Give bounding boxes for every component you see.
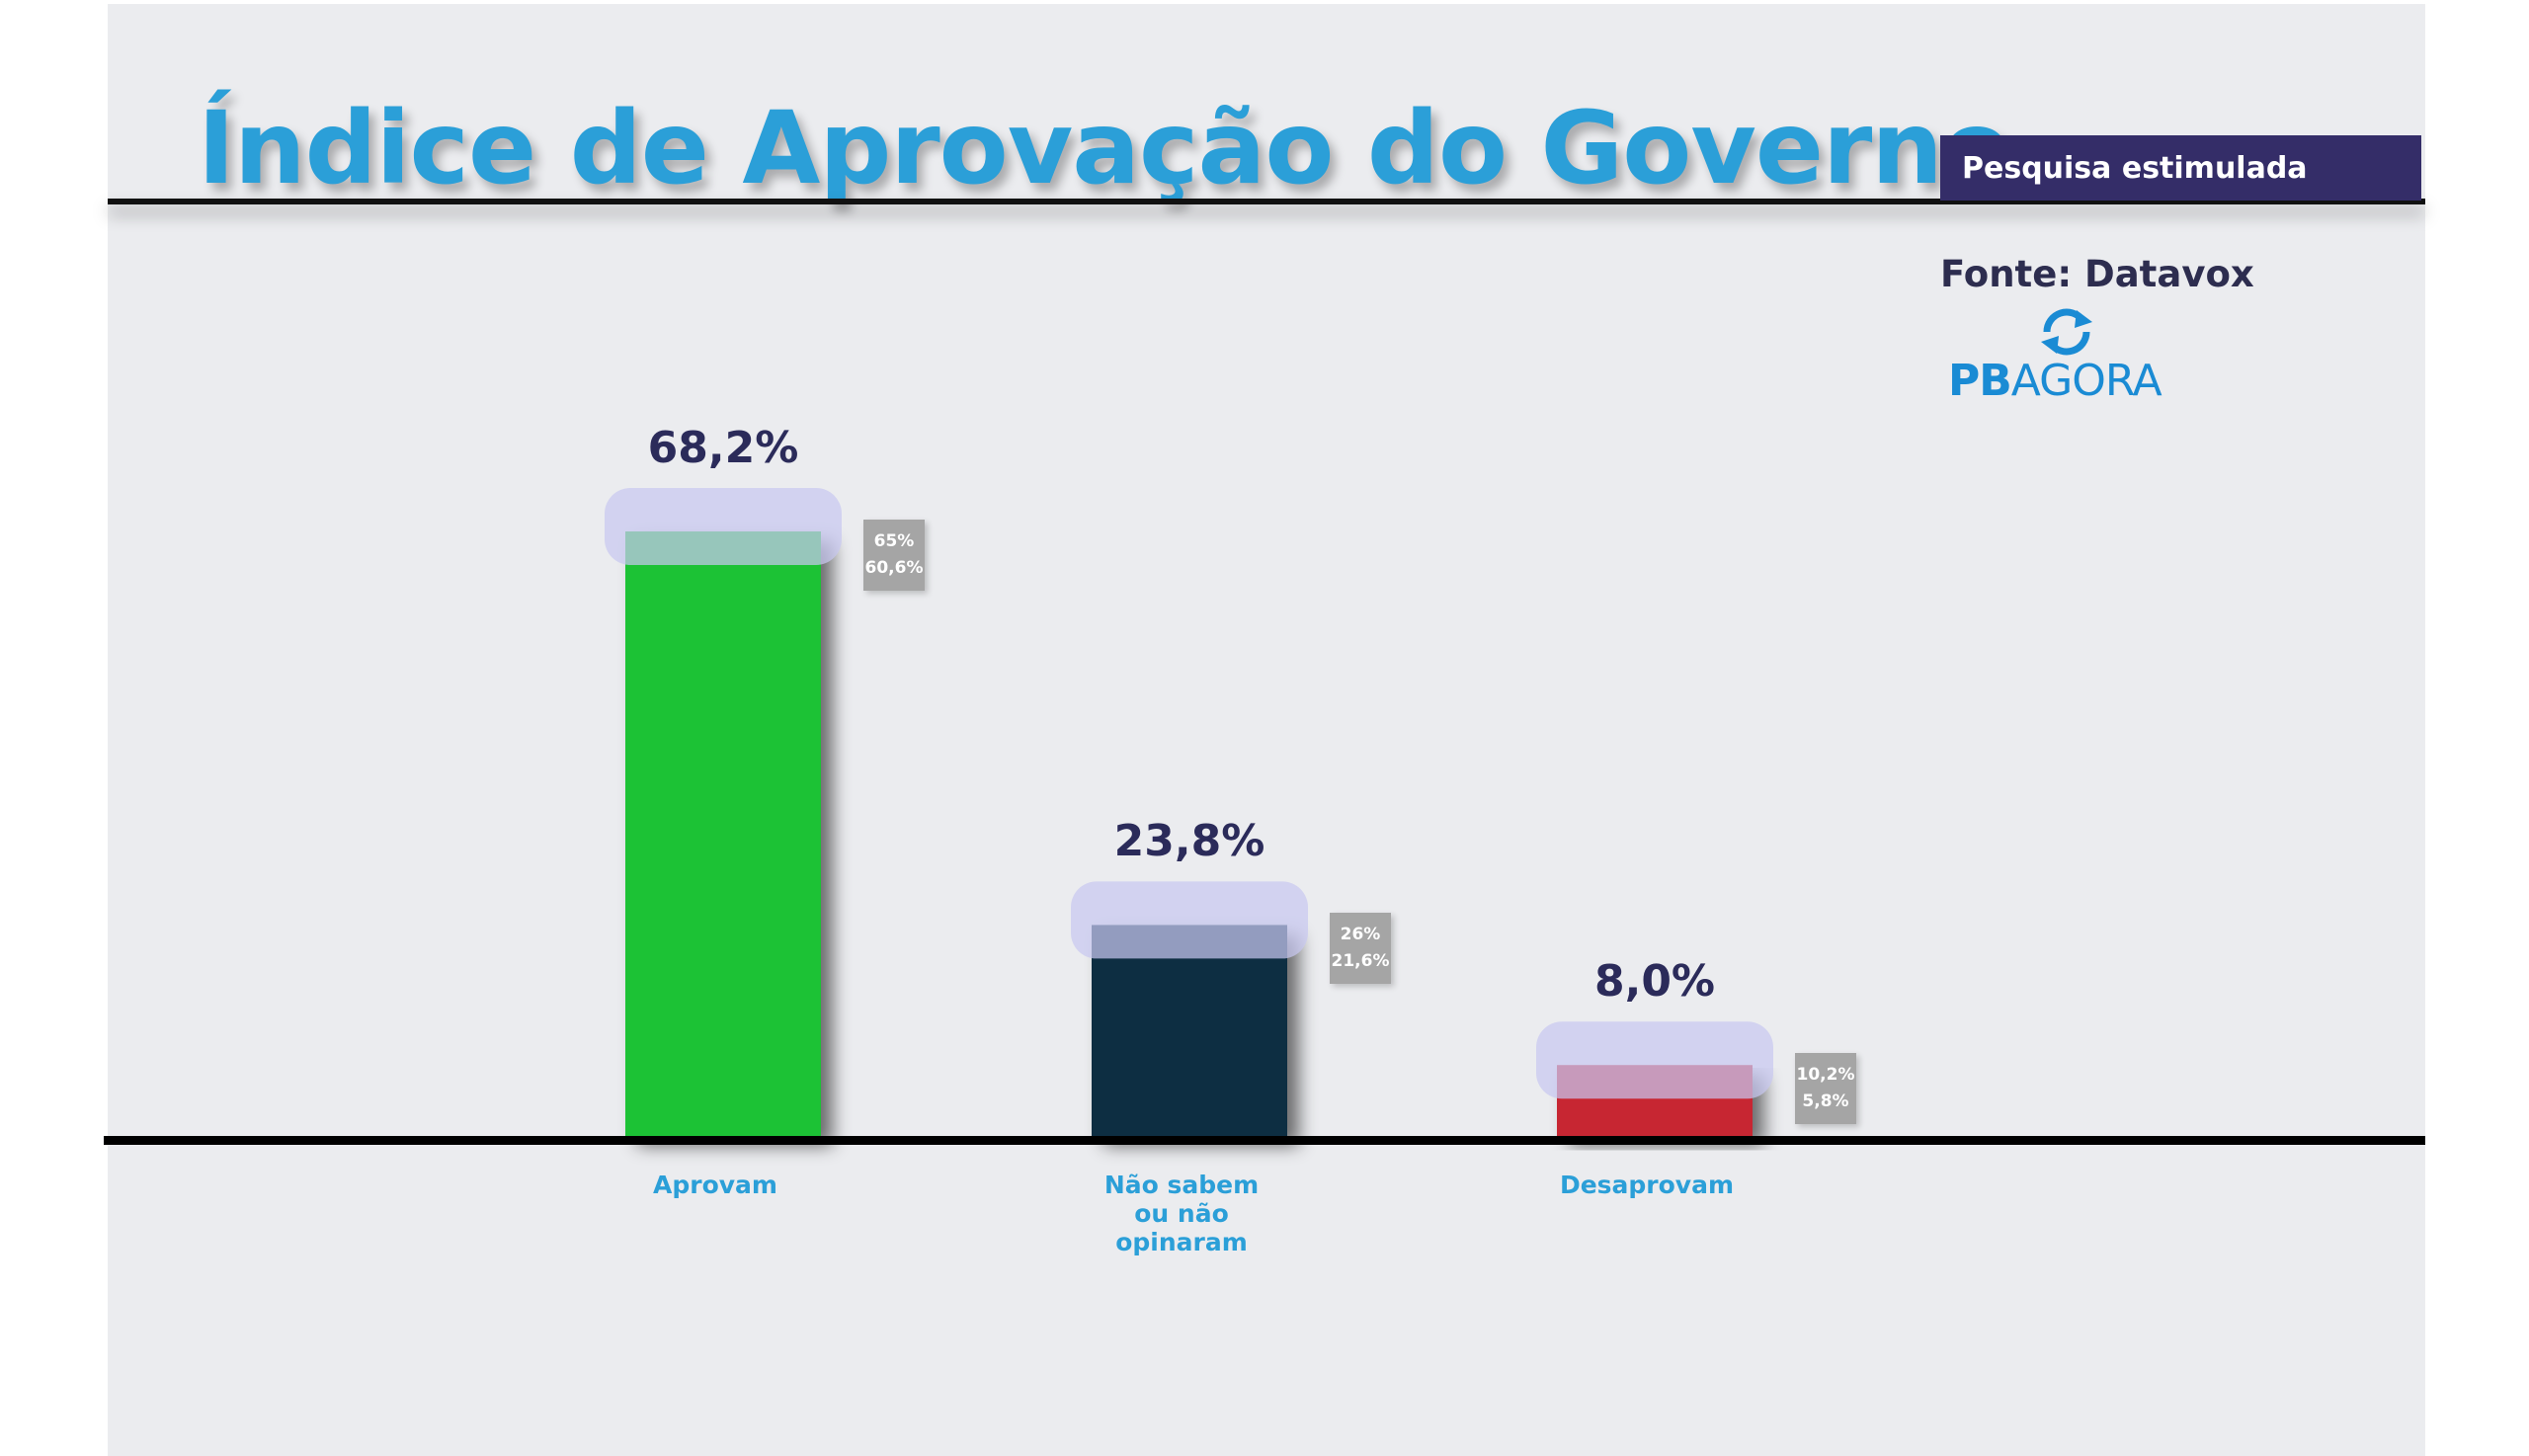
value-label-3: 8,0%: [1593, 956, 1716, 1008]
previous-value-3-2: 5,8%: [1802, 1092, 1849, 1112]
pbagora-logo: PBAGORA: [1948, 306, 2185, 415]
survey-type-badge: Pesquisa estimulada: [1940, 135, 2421, 201]
survey-type-label: Pesquisa estimulada: [1962, 150, 2308, 186]
bar-1: [625, 531, 821, 1136]
category-label-3: Desaprovam: [1559, 1171, 1735, 1199]
logo-bold-text: PB: [1948, 356, 2012, 406]
chart-title: Índice de Aprovação do Governo: [198, 90, 2011, 207]
logo-light-text: AGORA: [2010, 356, 2162, 406]
previous-value-3-1: 10,2%: [1796, 1065, 1855, 1086]
bar-3-highlight: [1536, 1021, 1773, 1099]
category-label-1: Aprovam: [653, 1171, 777, 1199]
refresh-icon: [2041, 308, 2092, 356]
previous-values-box-3: 10,2% 5,8%: [1795, 1053, 1856, 1125]
chart-panel: [108, 4, 2425, 1456]
bar-2-highlight: [1071, 881, 1308, 959]
previous-values-box-1: 65% 60,6%: [863, 520, 925, 591]
previous-value-2-1: 26%: [1340, 925, 1381, 945]
title-divider: [108, 199, 2425, 204]
category-label-2: Não sabem ou não opinaram: [1103, 1171, 1260, 1256]
previous-value-1-1: 65%: [873, 530, 915, 551]
source-label: Fonte: Datavox: [1940, 253, 2254, 295]
previous-value-2-2: 21,6%: [1331, 951, 1390, 972]
value-label-2: 23,8%: [1113, 816, 1265, 867]
logo-wordmark: PBAGORA: [1948, 360, 2162, 403]
previous-values-box-2: 26% 21,6%: [1330, 913, 1391, 985]
x-axis-baseline: [104, 1136, 2425, 1145]
previous-value-1-2: 60,6%: [864, 558, 924, 578]
bar-1-highlight: [605, 488, 842, 565]
bar-2: [1092, 925, 1287, 1136]
value-label-1: 68,2%: [647, 423, 799, 473]
